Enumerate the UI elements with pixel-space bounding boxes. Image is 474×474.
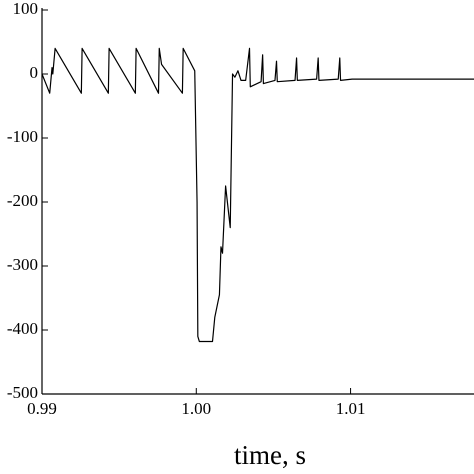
x-axis-label: time, s xyxy=(234,440,306,470)
y-tick-label: 100 xyxy=(13,0,39,18)
y-tick-label: -300 xyxy=(7,255,38,274)
x-tick-label: 1.00 xyxy=(181,399,211,418)
y-tick-label: -200 xyxy=(7,191,38,210)
y-tick-label: -100 xyxy=(7,127,38,146)
x-tick-label: 0.99 xyxy=(27,399,57,418)
y-tick-label: -500 xyxy=(7,383,38,402)
line-series xyxy=(41,47,474,343)
y-tick-label: -400 xyxy=(7,319,38,338)
y-tick-label: 0 xyxy=(30,63,39,82)
x-tick-label: 1.01 xyxy=(336,399,366,418)
